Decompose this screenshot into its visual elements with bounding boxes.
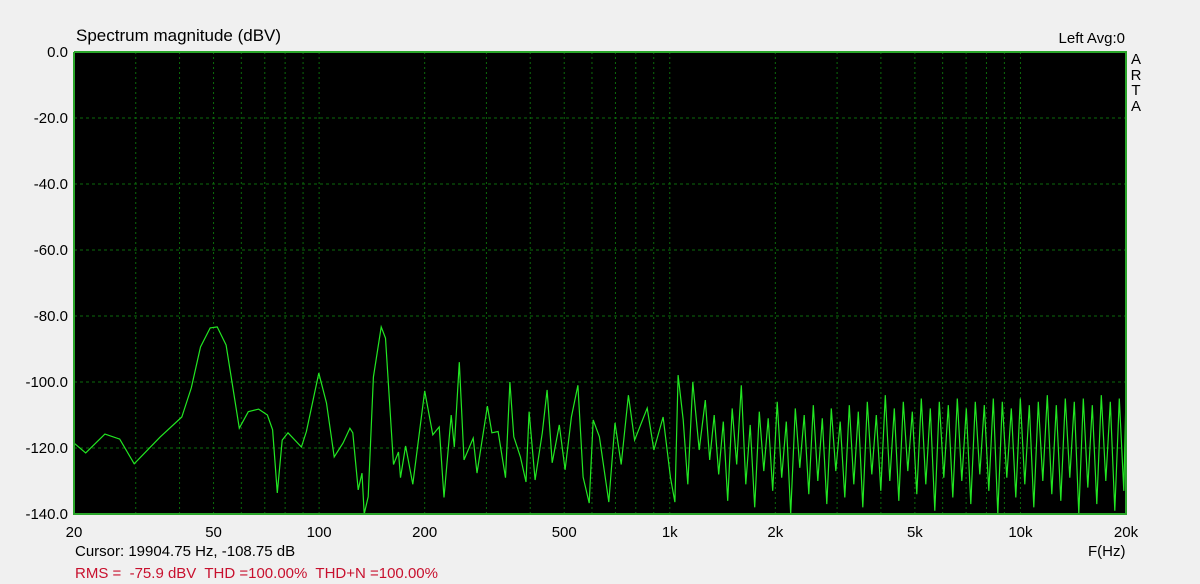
x-axis-label: F(Hz) bbox=[1088, 543, 1126, 560]
x-tick-label: 200 bbox=[412, 524, 437, 541]
arta-logo: A R T A bbox=[1130, 52, 1142, 114]
y-tick-label: -40.0 bbox=[34, 176, 68, 193]
y-tick-label: -100.0 bbox=[25, 374, 68, 391]
y-tick-label: -140.0 bbox=[25, 506, 68, 523]
y-tick-label: 0.0 bbox=[47, 44, 68, 61]
logo-letter: A bbox=[1130, 97, 1141, 115]
channel-info: Left Avg:0 bbox=[1058, 30, 1125, 47]
logo-letter: T bbox=[1131, 82, 1141, 99]
x-tick-label: 50 bbox=[205, 524, 222, 541]
x-tick-label: 100 bbox=[307, 524, 332, 541]
logo-letter: A bbox=[1130, 51, 1141, 68]
x-tick-label: 20k bbox=[1114, 524, 1139, 541]
x-tick-label: 20 bbox=[66, 524, 83, 541]
logo-letter: R bbox=[1130, 66, 1142, 84]
x-tick-label: 10k bbox=[1008, 524, 1033, 541]
x-axis-ticks: 20 50 100 200 500 1k 2k 5k 10k 20k bbox=[66, 524, 1139, 541]
chart-title: Spectrum magnitude (dBV) bbox=[76, 26, 282, 45]
x-tick-label: 5k bbox=[907, 524, 923, 541]
measurement-stats: RMS = -75.9 dBV THD =100.00% THD+N =100.… bbox=[75, 565, 438, 582]
y-tick-label: -20.0 bbox=[34, 110, 68, 127]
x-tick-label: 2k bbox=[767, 524, 783, 541]
cursor-readout: Cursor: 19904.75 Hz, -108.75 dB bbox=[75, 543, 296, 560]
y-tick-label: -60.0 bbox=[34, 242, 68, 259]
y-tick-label: -80.0 bbox=[34, 308, 68, 325]
y-axis-ticks: 0.0 -20.0 -40.0 -60.0 -80.0 -100.0 -120.0 -140.… bbox=[25, 44, 68, 523]
plot-border bbox=[73, 51, 1127, 515]
y-tick-label: -120.0 bbox=[25, 440, 68, 457]
x-tick-label: 1k bbox=[662, 524, 678, 541]
x-tick-label: 500 bbox=[552, 524, 577, 541]
